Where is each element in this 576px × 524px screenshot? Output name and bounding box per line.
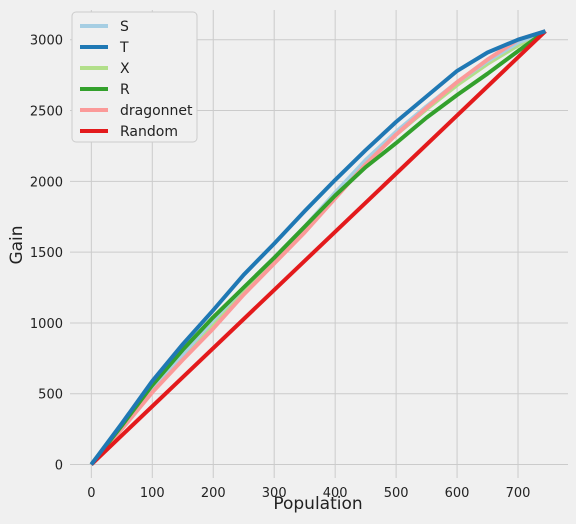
- legend-label-x: X: [120, 61, 130, 77]
- x-tick-label: 700: [506, 486, 531, 501]
- y-tick-label: 1500: [30, 246, 63, 261]
- legend-label-random: Random: [120, 124, 178, 140]
- legend-label-dragonnet: dragonnet: [120, 103, 193, 119]
- y-tick-label: 1000: [30, 317, 63, 332]
- legend-frame: [71, 11, 198, 143]
- y-tick-label: 2000: [30, 175, 63, 190]
- legend-label-t: T: [119, 40, 129, 56]
- x-tick-label: 300: [262, 486, 287, 501]
- x-tick-label: 100: [140, 486, 165, 501]
- x-tick-label: 500: [384, 486, 409, 501]
- y-tick-label: 0: [55, 459, 63, 474]
- grid: [70, 10, 568, 478]
- x-tick-label: 0: [87, 486, 95, 501]
- x-tick-label: 400: [323, 486, 348, 501]
- y-tick-label: 3000: [30, 34, 63, 49]
- legend-label-s: S: [120, 19, 129, 35]
- y-tick-label: 2500: [30, 105, 63, 120]
- series-line-dragonnet: [89, 29, 546, 466]
- series-line-random: [89, 29, 547, 466]
- x-tick-label: 200: [201, 486, 226, 501]
- tick-labels: 0 100 200 300 400 500 600 700 0 500 1000 1500 2000 25…: [30, 34, 531, 501]
- series-line-r: [89, 29, 547, 466]
- series-line-t: [89, 29, 546, 466]
- y-tick-label: 500: [38, 388, 63, 403]
- x-axis-label: Population: [273, 494, 362, 514]
- y-axis-label: Gain: [7, 225, 27, 264]
- series-lines: [89, 29, 547, 466]
- x-tick-label: 600: [445, 486, 470, 501]
- legend-label-r: R: [120, 82, 130, 98]
